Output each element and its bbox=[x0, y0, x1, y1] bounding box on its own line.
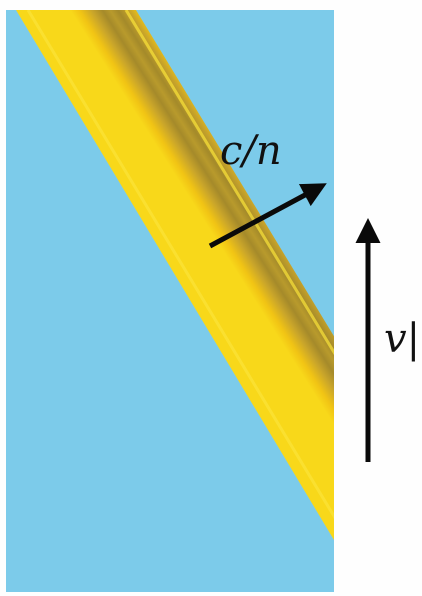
phase-velocity-label: c/n bbox=[220, 128, 282, 174]
phase-velocity-arrow bbox=[208, 183, 327, 249]
parallel-velocity-label: v| bbox=[384, 316, 420, 362]
wavefront-edge-lower bbox=[26, 10, 334, 520]
background-strip bbox=[334, 0, 422, 596]
wavefront-edge-upper bbox=[124, 10, 334, 356]
wavefront-band bbox=[16, 10, 334, 540]
